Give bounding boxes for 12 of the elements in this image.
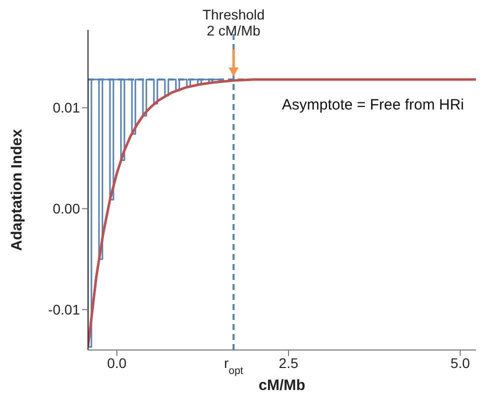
y-tick-label: -0.01: [48, 302, 80, 318]
x-axis-title: cM/Mb: [258, 377, 306, 394]
y-tick-label: 0.00: [52, 200, 80, 217]
annotation: Threshold 2 cM/Mb: [202, 6, 265, 38]
x-tick-label: 5.0: [450, 354, 470, 371]
y-axis-title: Adaptation Index: [8, 128, 26, 251]
y-tick-label: 0.01: [52, 100, 80, 116]
ref-line-label: r$_{opt}$: [224, 355, 244, 377]
x-tick-label: 0.0: [107, 354, 127, 371]
line-series: [88, 78, 476, 348]
x-tick-label: 2.5: [278, 354, 298, 371]
ref-line-label: Asymptote = Free from HRi: [282, 96, 464, 114]
